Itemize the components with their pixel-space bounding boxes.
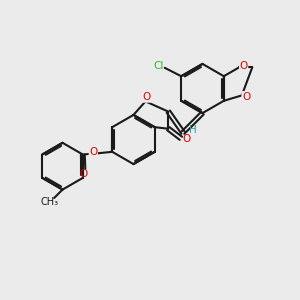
Text: O: O bbox=[182, 134, 190, 144]
Text: O: O bbox=[80, 169, 88, 179]
Text: CH₃: CH₃ bbox=[41, 197, 59, 207]
Text: Cl: Cl bbox=[153, 61, 163, 71]
Text: O: O bbox=[239, 61, 248, 71]
Text: O: O bbox=[142, 92, 151, 102]
Text: O: O bbox=[89, 147, 98, 157]
Text: H: H bbox=[189, 125, 196, 135]
Text: O: O bbox=[242, 92, 250, 102]
